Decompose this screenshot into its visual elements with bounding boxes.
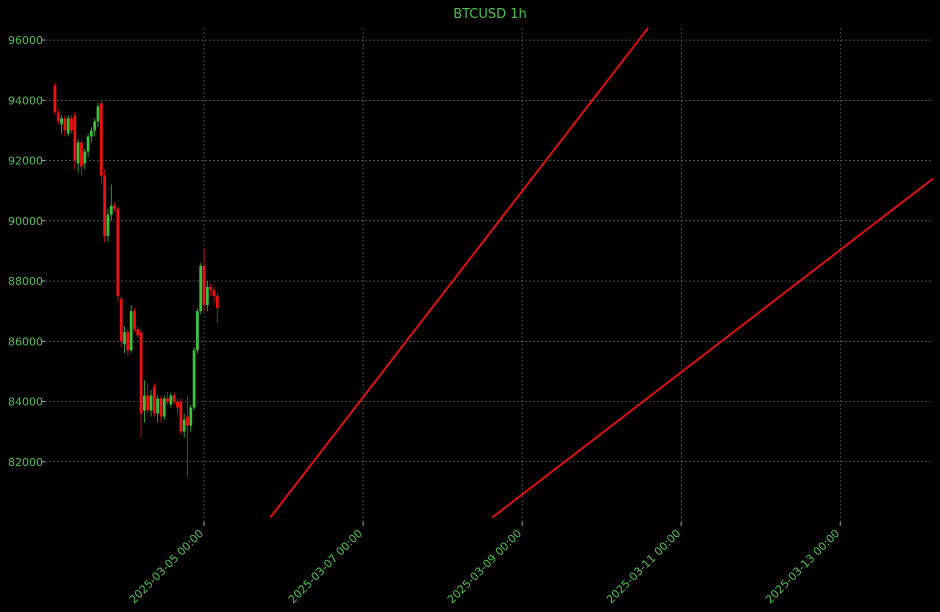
candle-body — [129, 311, 133, 351]
candle-body — [113, 205, 116, 209]
x-tick-label: 2025-03-09 00:00 — [445, 527, 524, 606]
y-tick-label: 82000 — [8, 456, 43, 469]
candle-body — [176, 401, 179, 408]
x-tick-label: 2025-03-05 00:00 — [127, 527, 206, 606]
candle-body — [212, 290, 216, 297]
candle-body — [209, 287, 213, 291]
candle-body — [205, 287, 209, 306]
candle-body — [166, 398, 169, 402]
candle-body — [93, 121, 97, 131]
x-tick-label: 2025-03-07 00:00 — [286, 527, 365, 606]
candle-body — [119, 299, 123, 342]
candle-body — [162, 398, 166, 417]
candle-body — [136, 329, 140, 336]
candle-body — [146, 395, 150, 411]
candle-body — [156, 398, 160, 414]
candle-body — [80, 142, 83, 167]
y-tick-label: 96000 — [8, 34, 43, 47]
y-tick-label: 84000 — [8, 396, 43, 409]
candle-body — [186, 416, 189, 426]
candle-body — [159, 398, 163, 417]
candle-body — [86, 136, 90, 152]
candle-body — [89, 130, 93, 137]
candle-body — [60, 118, 63, 125]
candle-body — [83, 151, 87, 164]
candle-body — [106, 214, 110, 236]
candle-body — [199, 265, 203, 312]
candle-body — [172, 395, 176, 402]
candle-body — [139, 332, 143, 414]
candle-body — [63, 118, 67, 131]
candle-body — [192, 350, 196, 408]
candle-body — [143, 395, 146, 411]
candle-body — [182, 419, 186, 432]
candle-body — [202, 265, 206, 306]
candle-body — [109, 205, 113, 215]
candle-body — [149, 395, 153, 411]
candle-body — [96, 106, 100, 122]
candle-body — [196, 311, 199, 351]
candle-body — [152, 386, 156, 414]
candle-body — [189, 407, 193, 426]
chart-title: BTCUSD 1h — [453, 7, 527, 22]
trend-line — [269, 28, 649, 519]
candle-body — [70, 118, 73, 131]
y-tick-label: 90000 — [8, 215, 43, 228]
candle-body — [103, 175, 107, 236]
trend-line — [491, 177, 933, 519]
candle-body — [56, 112, 60, 122]
x-tick-label: 2025-03-13 00:00 — [763, 527, 842, 606]
y-tick-label: 86000 — [8, 335, 43, 348]
candle-body — [73, 115, 77, 161]
candle-body — [169, 395, 173, 405]
candle-body — [99, 103, 103, 176]
y-tick-label: 88000 — [8, 275, 43, 288]
y-tick-label: 92000 — [8, 155, 43, 168]
candle-body — [66, 118, 70, 134]
candle-body — [133, 311, 136, 330]
candle-body — [126, 332, 130, 351]
y-tick-label: 94000 — [8, 94, 43, 107]
candle-body — [53, 85, 57, 113]
candle-body — [123, 332, 126, 345]
x-tick-label: 2025-03-11 00:00 — [604, 527, 683, 606]
candle-body — [215, 296, 219, 309]
candle-body — [116, 208, 120, 297]
candle-body — [76, 142, 80, 164]
candle-body — [179, 401, 183, 432]
